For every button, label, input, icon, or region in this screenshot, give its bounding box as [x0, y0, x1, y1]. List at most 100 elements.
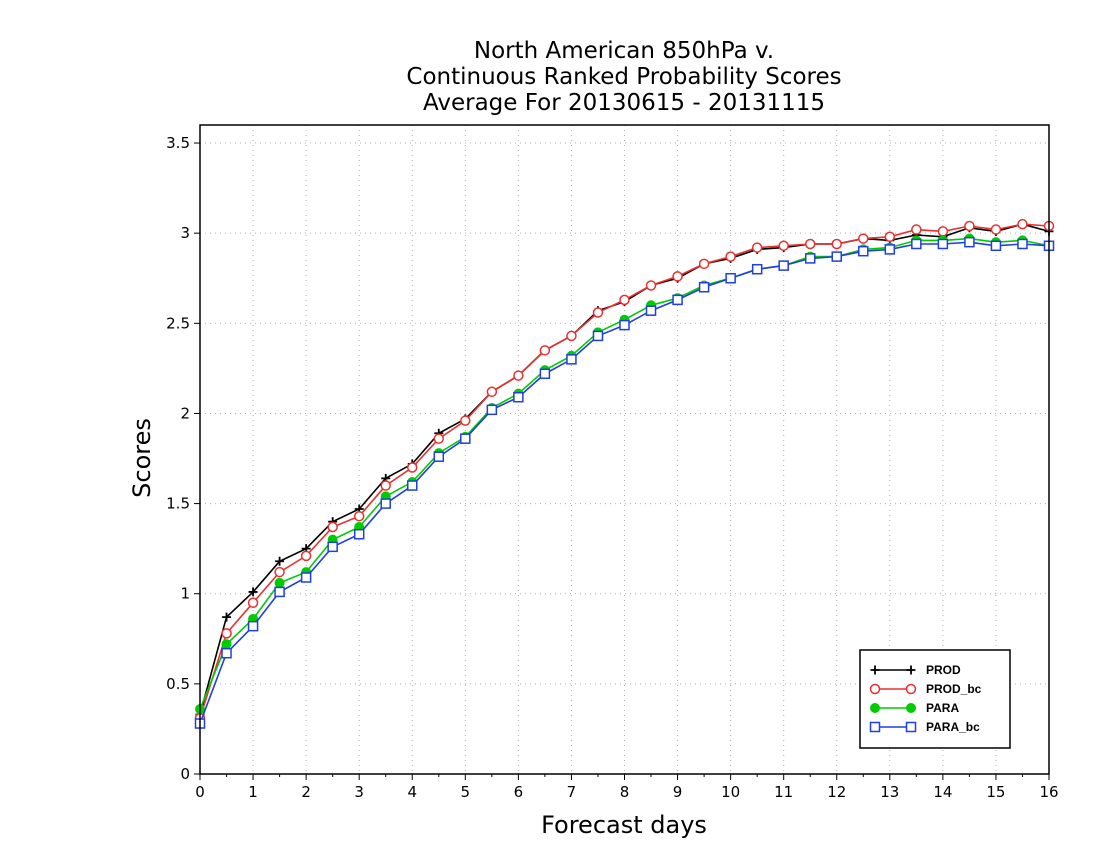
data-point-para-bc: [407, 480, 418, 491]
data-point-para-bc: [433, 451, 445, 462]
data-point-prod-bc: [645, 280, 657, 291]
data-point-prod-bc: [884, 231, 896, 243]
data-point-prod-bc: [751, 242, 763, 253]
data-point-para-bc: [964, 236, 975, 248]
data-point-prod-bc: [407, 462, 418, 473]
data-point-prod-bc: [778, 240, 789, 252]
legend-marker-start: [869, 683, 881, 695]
legend-marker-end: [905, 683, 917, 695]
x-tick-label: 9: [673, 783, 683, 801]
data-point-para-bc: [911, 238, 922, 250]
series-group: [194, 218, 1055, 729]
data-point-prod-bc: [566, 330, 577, 342]
data-point-para-bc: [619, 319, 630, 331]
x-tick-label: 16: [1039, 783, 1058, 801]
legend-marker-start: [870, 665, 880, 675]
data-point-prod-bc: [804, 238, 816, 250]
x-tick-label: 4: [407, 783, 417, 801]
x-tick-label: 13: [880, 783, 899, 801]
data-point-para-bc: [353, 528, 365, 540]
data-point-prod-bc: [327, 521, 338, 533]
data-point-prod-bc: [831, 238, 842, 250]
data-point-prod-bc: [698, 258, 710, 270]
data-point-prod-bc: [964, 220, 975, 232]
data-point-para-bc: [804, 253, 816, 264]
data-point-prod-bc: [592, 307, 604, 318]
data-point-para-bc: [1017, 238, 1028, 250]
data-point-para-bc: [486, 404, 498, 416]
data-point-para-bc: [858, 245, 869, 257]
legend-item-para-bc: PARA_bc: [869, 720, 980, 734]
data-point-para-bc: [645, 305, 657, 316]
data-point-prod-bc: [221, 628, 232, 639]
data-point-prod: [222, 612, 232, 622]
x-tick-label: 11: [774, 783, 793, 801]
legend: PROD PROD_bc PARA PARA_bc: [859, 649, 1011, 749]
y-tick-label: 0: [180, 765, 190, 783]
y-tick-label: 2.5: [166, 314, 190, 332]
legend-label: PARA_bc: [926, 720, 980, 734]
legend-marker-end: [906, 703, 916, 713]
x-tick-label: 10: [721, 783, 740, 801]
data-point-para-bc: [513, 391, 524, 403]
data-point-prod-bc: [911, 224, 922, 235]
data-point-para-bc: [990, 240, 1002, 252]
data-point-para: [221, 639, 232, 650]
data-point-para-bc: [698, 282, 710, 293]
y-tick-label: 3: [180, 224, 190, 242]
x-tick-label: 1: [248, 783, 258, 801]
data-point-prod-bc: [725, 251, 736, 262]
data-point-prod-bc: [486, 386, 498, 398]
legend-item-prod: PROD: [870, 663, 961, 677]
data-point-prod-bc: [990, 224, 1002, 235]
data-point-prod-bc: [433, 433, 445, 444]
legend-marker-start: [870, 703, 880, 713]
grid-lines: [200, 125, 1049, 774]
data-point-para-bc: [380, 498, 391, 509]
data-point-prod: [248, 587, 258, 597]
legend-item-prod-bc: PROD_bc: [869, 682, 982, 696]
legend-marker-start: [869, 721, 881, 733]
data-point-para-bc: [300, 572, 312, 583]
chart-title-line-2: Continuous Ranked Probability Scores: [406, 64, 841, 90]
data-point-prod-bc: [353, 510, 365, 522]
data-point-para-bc: [672, 294, 683, 306]
x-axis-label: Forecast days: [541, 811, 707, 839]
data-point-prod-bc: [247, 597, 259, 608]
data-point-para-bc: [831, 251, 842, 262]
series-para-bc: [194, 236, 1055, 729]
x-tick-label: 6: [514, 783, 524, 801]
x-tick-label: 12: [827, 783, 846, 801]
data-point-para: [274, 577, 285, 588]
data-point-para-bc: [592, 330, 604, 342]
x-tick-label: 8: [620, 783, 630, 801]
data-point-prod-bc: [539, 345, 551, 356]
data-point-prod-bc: [672, 271, 683, 282]
data-point-prod-bc: [858, 233, 869, 244]
plot-frame: [199, 124, 1050, 775]
x-tick-label: 15: [986, 783, 1005, 801]
legend-marker-end: [905, 721, 917, 733]
legend-marker-end: [906, 665, 916, 675]
data-point-para-bc: [778, 260, 789, 271]
data-point-para-bc: [751, 263, 763, 275]
data-point-prod-bc: [937, 226, 949, 237]
x-tick-label: 3: [354, 783, 364, 801]
data-point-para-bc: [725, 272, 736, 284]
x-tick-label: 7: [567, 783, 577, 801]
data-point-para-bc: [221, 647, 232, 659]
x-tick-label: 2: [301, 783, 311, 801]
data-point-para-bc: [566, 354, 577, 365]
legend-label: PROD: [926, 663, 961, 677]
data-point-para-bc: [274, 586, 285, 598]
data-point-para-bc: [247, 620, 259, 632]
legend-item-para: PARA: [870, 701, 959, 715]
legend-box: [859, 649, 1011, 749]
y-tick-label: 3.5: [166, 134, 190, 152]
x-tick-label: 14: [933, 783, 952, 801]
data-point-para-bc: [539, 368, 551, 380]
chart-title-line-1: North American 850hPa v.: [474, 38, 774, 64]
data-point-para-bc: [327, 541, 338, 553]
